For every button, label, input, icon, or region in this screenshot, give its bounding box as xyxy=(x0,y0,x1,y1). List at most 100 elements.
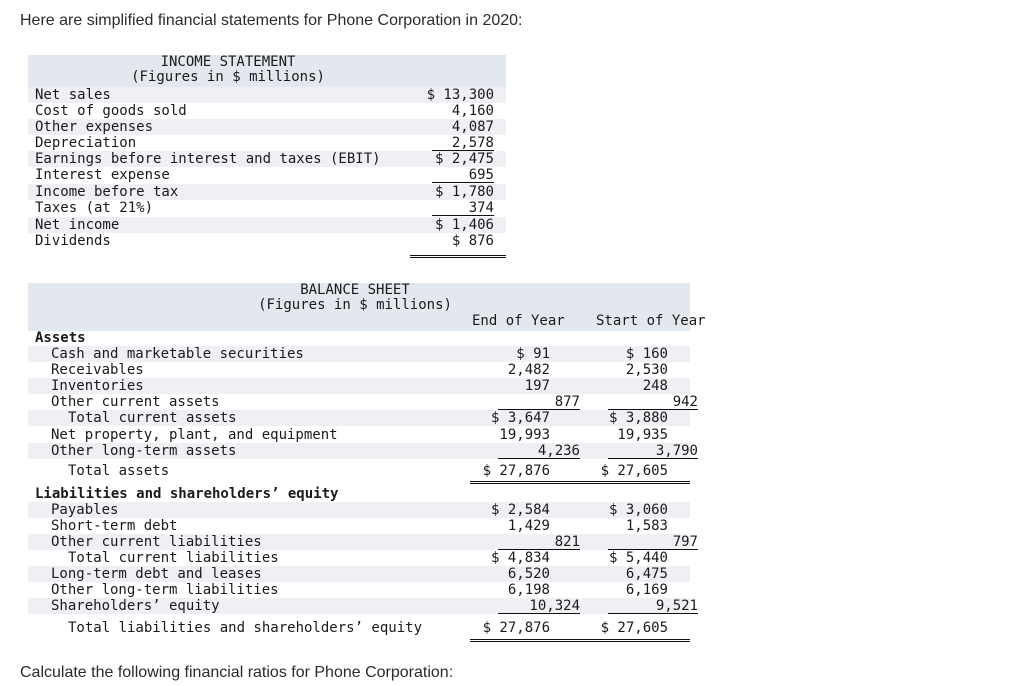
table-row-total-assets: Total assets $ 27,876 $ 27,605 xyxy=(28,463,690,479)
row-value: 695 xyxy=(432,167,494,183)
outro-text: Calculate the following financial ratios… xyxy=(20,664,454,681)
row-start-value: $ 5,440 xyxy=(608,550,668,566)
table-row: Other long-term liabilities 6,198 6,169 xyxy=(28,582,690,598)
row-label: Total current liabilities xyxy=(68,550,279,566)
table-row: Dividends $ 876 xyxy=(28,233,506,249)
balance-sheet-title-line1: BALANCE SHEET xyxy=(300,282,410,298)
column-header-end-of-year: End of Year xyxy=(472,313,565,329)
row-label: Other current liabilities xyxy=(51,534,262,550)
table-row: Shareholders’ equity 10,324 9,521 xyxy=(28,598,698,614)
balance-sheet-title-line2: (Figures in $ millions) xyxy=(258,297,452,313)
double-rule xyxy=(470,481,690,484)
row-label: Depreciation xyxy=(35,135,137,151)
table-row: Other long-term assets 4,236 3,790 xyxy=(28,443,698,459)
row-end-value: 19,993 xyxy=(499,427,550,443)
table-row: Short-term debt 1,429 1,583 xyxy=(28,518,690,534)
row-value: $ 876 xyxy=(451,233,494,249)
row-value: 374 xyxy=(432,200,494,216)
table-row-total-liabilities-equity: Total liabilities and shareholders’ equi… xyxy=(28,620,690,636)
income-statement-title-line1: INCOME STATEMENT xyxy=(160,54,296,70)
row-label: Inventories xyxy=(51,378,144,394)
table-row: Cost of goods sold 4,160 xyxy=(28,103,506,119)
row-label: Long-term debt and leases xyxy=(51,566,262,582)
row-label: Other current assets xyxy=(51,394,220,410)
intro-text: Here are simplified financial statements… xyxy=(20,12,523,29)
row-label: Receivables xyxy=(51,362,144,378)
row-start-value: $ 3,880 xyxy=(608,410,668,426)
assets-heading: Assets xyxy=(35,330,86,346)
row-label: Payables xyxy=(51,502,119,518)
row-value: 4,160 xyxy=(451,103,494,119)
row-start-value: 797 xyxy=(608,534,698,550)
row-label: Other long-term liabilities xyxy=(51,582,279,598)
row-value: 2,578 xyxy=(432,135,494,151)
row-end-value: $ 2,584 xyxy=(490,502,550,518)
row-start-value: 942 xyxy=(608,394,698,410)
row-label: Income before tax xyxy=(35,184,179,200)
table-row: Other current liabilities 821 797 xyxy=(28,534,698,550)
row-value: $ 1,780 xyxy=(434,184,494,200)
row-label: Earnings before interest and taxes (EBIT… xyxy=(35,151,381,167)
table-row: Total current liabilities $ 4,834 $ 5,44… xyxy=(28,550,690,566)
row-start-value: 6,169 xyxy=(625,582,668,598)
section-heading-assets: Assets xyxy=(28,330,690,346)
table-row: Taxes (at 21%) 374 xyxy=(28,200,506,216)
table-row: Payables $ 2,584 $ 3,060 xyxy=(28,502,690,518)
table-row: Net sales $ 13,300 xyxy=(28,87,506,103)
row-start-value: $ 160 xyxy=(625,346,668,362)
income-statement-title: INCOME STATEMENT (Figures in $ millions) xyxy=(28,55,428,85)
row-end-value: $ 3,647 xyxy=(490,410,550,426)
row-end-value: $ 4,834 xyxy=(490,550,550,566)
row-start-value: 1,583 xyxy=(625,518,668,534)
row-start-value: 9,521 xyxy=(608,598,698,614)
row-label: Short-term debt xyxy=(51,518,178,534)
row-label: Cash and marketable securities xyxy=(51,346,304,362)
table-row: Net property, plant, and equipment 19,99… xyxy=(28,427,690,443)
row-value: $ 1,406 xyxy=(434,217,494,233)
table-row: Other expenses 4,087 xyxy=(28,119,506,135)
row-label: Total assets xyxy=(68,463,170,479)
row-start-value: $ 3,060 xyxy=(608,502,668,518)
balance-sheet-header-band xyxy=(28,283,690,331)
row-end-value: 6,198 xyxy=(507,582,550,598)
row-start-value: 3,790 xyxy=(608,443,698,459)
income-statement-header-band xyxy=(28,55,506,88)
row-value: $ 13,300 xyxy=(426,87,494,103)
row-end-value: 821 xyxy=(498,534,580,550)
row-label: Net income xyxy=(35,217,120,233)
row-end-value: 4,236 xyxy=(498,443,580,459)
row-label: Total current assets xyxy=(68,410,237,426)
income-statement-title-line2: (Figures in $ millions) xyxy=(131,69,325,85)
table-row: Long-term debt and leases 6,520 6,475 xyxy=(28,566,690,582)
row-end-value: 6,520 xyxy=(507,566,550,582)
table-row: Receivables 2,482 2,530 xyxy=(28,362,690,378)
row-end-value: 1,429 xyxy=(507,518,550,534)
table-row: Earnings before interest and taxes (EBIT… xyxy=(28,151,506,167)
table-row: Income before tax $ 1,780 xyxy=(28,184,506,200)
table-row: Depreciation 2,578 xyxy=(28,135,506,151)
double-rule xyxy=(470,639,690,642)
double-rule xyxy=(410,255,506,258)
row-label: Taxes (at 21%) xyxy=(35,200,154,216)
row-label: Net sales xyxy=(35,87,111,103)
row-end-value: 197 xyxy=(524,378,550,394)
row-label: Interest expense xyxy=(35,167,170,183)
row-end-value: $ 91 xyxy=(516,346,550,362)
row-label: Dividends xyxy=(35,233,111,249)
balance-sheet-title: BALANCE SHEET (Figures in $ millions) xyxy=(28,283,682,313)
table-row: Net income $ 1,406 xyxy=(28,217,506,233)
row-value: 4,087 xyxy=(451,119,494,135)
row-start-value: $ 27,605 xyxy=(600,620,668,636)
section-heading-liabilities: Liabilities and shareholders’ equity xyxy=(28,486,690,502)
table-row: Inventories 197 248 xyxy=(28,378,690,394)
row-label: Net property, plant, and equipment xyxy=(51,427,338,443)
row-label: Other long-term assets xyxy=(51,443,237,459)
table-row: Cash and marketable securities $ 91 $ 16… xyxy=(28,346,690,362)
row-start-value: 2,530 xyxy=(625,362,668,378)
row-label: Other expenses xyxy=(35,119,154,135)
row-end-value: $ 27,876 xyxy=(482,463,550,479)
table-row: Interest expense 695 xyxy=(28,167,506,183)
row-start-value: $ 27,605 xyxy=(600,463,668,479)
row-start-value: 19,935 xyxy=(617,427,668,443)
row-label: Total liabilities and shareholders’ equi… xyxy=(68,620,423,636)
